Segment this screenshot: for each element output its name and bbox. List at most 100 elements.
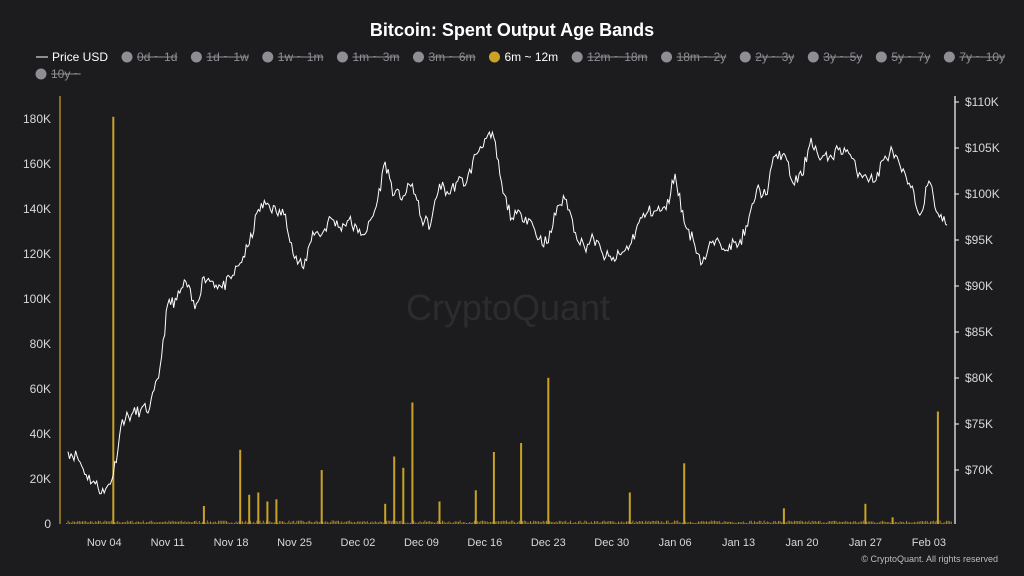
spent-bar <box>257 492 260 524</box>
baseline-bar <box>846 521 848 524</box>
baseline-bar <box>717 521 719 524</box>
baseline-bar <box>277 522 279 524</box>
legend-item-price-usd[interactable]: Price USD <box>36 50 108 64</box>
baseline-bar <box>200 522 202 524</box>
baseline-bar <box>773 521 775 524</box>
baseline-bar <box>437 521 439 524</box>
baseline-bar <box>302 521 304 524</box>
legend-item-6m-12m[interactable]: 6m ~ 12m <box>488 50 558 64</box>
legend-item-0d-1d[interactable]: 0d ~ 1d <box>121 50 178 64</box>
baseline-bar <box>126 520 128 524</box>
legend-item-10y[interactable]: 10y ~ <box>35 67 81 81</box>
baseline-bar <box>123 521 125 524</box>
legend-item-1m-3m[interactable]: 1m ~ 3m <box>336 50 400 64</box>
baseline-bar <box>610 521 611 524</box>
baseline-bar <box>74 521 75 524</box>
legend-dot-icon <box>35 68 47 80</box>
legend-item-3m-6m[interactable]: 3m ~ 6m <box>412 50 476 64</box>
baseline-bar <box>858 522 859 524</box>
legend-item-7y-10y[interactable]: 7y ~ 10y <box>943 50 1006 64</box>
baseline-bar <box>147 522 149 524</box>
baseline-bar <box>296 520 298 524</box>
x-tick-label: Nov 04 <box>87 537 122 549</box>
legend-item-18m-2y[interactable]: 18m ~ 2y <box>661 50 727 64</box>
chart-title: Bitcoin: Spent Output Age Bands <box>370 20 654 40</box>
baseline-bar <box>528 522 530 524</box>
baseline-bar <box>680 522 682 524</box>
baseline-bar <box>293 520 295 524</box>
baseline-bar <box>867 521 869 524</box>
legend-item-2y-3y[interactable]: 2y ~ 3y <box>739 50 795 64</box>
legend-item-3y-5y[interactable]: 3y ~ 5y <box>807 50 863 64</box>
baseline-bar <box>688 522 690 524</box>
baseline-bar <box>698 521 699 524</box>
baseline-bar <box>141 522 143 524</box>
baseline-bar <box>194 521 195 524</box>
baseline-bar <box>622 522 624 524</box>
baseline-bar <box>520 521 522 524</box>
legend-item-1d-1w[interactable]: 1d ~ 1w <box>190 50 249 64</box>
baseline-bar <box>438 520 440 524</box>
baseline-bar <box>352 522 354 524</box>
baseline-bar <box>400 520 402 524</box>
baseline-bar <box>75 522 77 524</box>
baseline-bar <box>472 522 474 524</box>
legend-dot-icon <box>875 51 887 63</box>
baseline-bar <box>382 522 384 524</box>
baseline-bar <box>101 522 103 524</box>
x-tick-label: Dec 09 <box>404 537 439 549</box>
legend-dot-icon <box>661 51 673 63</box>
baseline-bar <box>550 521 552 524</box>
baseline-bar <box>702 521 704 524</box>
baseline-bar <box>157 522 159 524</box>
baseline-bar <box>445 522 447 524</box>
baseline-bar <box>448 521 450 524</box>
baseline-bar <box>822 522 824 524</box>
spent-bar <box>936 411 939 524</box>
legend-item-1w-1m[interactable]: 1w ~ 1m <box>262 50 323 64</box>
baseline-bar <box>816 521 818 524</box>
baseline-bar <box>86 522 88 524</box>
legend-dot-icon <box>807 51 819 63</box>
baseline-bar <box>627 521 629 524</box>
baseline-bar <box>410 523 411 524</box>
baseline-bar <box>536 521 538 524</box>
baseline-bar <box>886 522 888 524</box>
baseline-bar <box>342 522 344 524</box>
baseline-bar <box>838 521 840 524</box>
baseline-bar <box>155 522 157 524</box>
baseline-bar <box>835 521 837 524</box>
baseline-bar <box>525 521 527 524</box>
baseline-bar <box>642 521 643 524</box>
baseline-bar <box>947 520 949 524</box>
baseline-bar <box>288 520 290 524</box>
baseline-bar <box>402 522 403 524</box>
left-tick-label: 100K <box>23 292 51 306</box>
baseline-bar <box>254 523 256 524</box>
spent-bar <box>275 499 278 525</box>
baseline-bar <box>424 520 426 524</box>
baseline-bar <box>902 521 904 524</box>
baseline-bar <box>552 522 554 524</box>
baseline-bar <box>547 522 549 524</box>
baseline-bar <box>755 522 757 524</box>
baseline-bar <box>819 520 821 524</box>
baseline-bar <box>792 521 794 524</box>
baseline-bar <box>267 521 269 524</box>
baseline-bar <box>171 520 173 524</box>
baseline-bar <box>85 521 87 524</box>
baseline-bar <box>624 522 626 524</box>
x-tick-label: Jan 06 <box>659 537 692 549</box>
baseline-bar <box>259 520 261 524</box>
baseline-bar <box>658 520 659 524</box>
baseline-bar <box>320 521 322 524</box>
baseline-bar <box>170 521 171 524</box>
left-tick-label: 160K <box>23 157 51 171</box>
baseline-bar <box>392 520 394 524</box>
spent-bar <box>474 490 477 525</box>
baseline-bar <box>869 521 871 524</box>
legend-item-12m-18m[interactable]: 12m ~ 18m <box>571 50 648 64</box>
baseline-bar <box>549 521 551 524</box>
legend-item-5y-7y[interactable]: 5y ~ 7y <box>875 50 931 64</box>
x-tick-label: Dec 30 <box>594 537 629 549</box>
